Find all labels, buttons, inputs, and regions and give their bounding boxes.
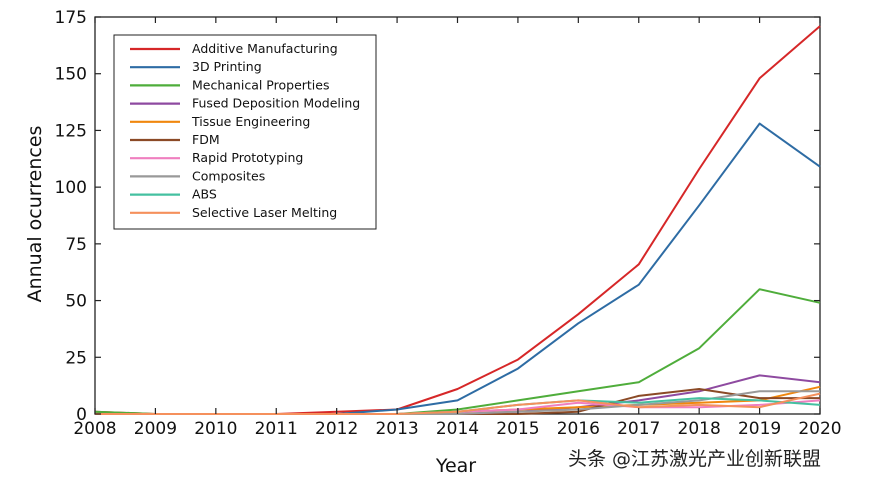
y-tick-label: 25 (65, 348, 87, 368)
y-tick-label: 125 (55, 121, 87, 141)
x-tick-label: 2020 (798, 419, 841, 439)
y-tick-label: 150 (55, 65, 87, 85)
legend-label: FDM (192, 132, 220, 147)
x-axis-title: Year (435, 455, 476, 477)
x-tick-label: 2008 (73, 419, 116, 439)
legend-label: Rapid Prototyping (192, 150, 303, 165)
x-tick-label: 2009 (134, 419, 177, 439)
legend-label: Fused Deposition Modeling (192, 96, 360, 111)
series-line-3 (94, 288, 821, 415)
y-tick-label: 50 (65, 292, 87, 312)
y-tick-label: 0 (76, 405, 87, 425)
legend-label: ABS (192, 187, 217, 202)
legend-label: Mechanical Properties (192, 77, 329, 92)
legend: Additive Manufacturing 3D Printing Mechani… (113, 34, 377, 230)
legend-label: Composites (192, 168, 265, 183)
y-axis-title: Annual ocurrences (24, 126, 46, 303)
y-tick-label: 75 (65, 235, 87, 255)
x-tick-label: 2014 (436, 419, 479, 439)
x-tick-label: 2018 (678, 419, 721, 439)
axes: 2008 2009 2010 2011 2012 2013 2014 2015 2016 2017… (55, 8, 842, 439)
legend-label: Selective Laser Melting (192, 205, 337, 220)
x-tick-label: 2016 (557, 419, 600, 439)
watermark-text: 头条 @江苏激光产业创新联盟 (568, 448, 822, 470)
x-tick-label: 2019 (738, 419, 781, 439)
legend-label: Tissue Engineering (191, 114, 310, 129)
x-tick-label: 2015 (496, 419, 539, 439)
y-tick-label: 100 (55, 178, 87, 198)
legend-label: Additive Manufacturing (192, 41, 338, 56)
x-tick-label: 2012 (315, 419, 358, 439)
x-tick-label: 2011 (255, 419, 298, 439)
x-tick-label: 2010 (194, 419, 237, 439)
legend-label: 3D Printing (192, 59, 262, 74)
x-tick-label: 2013 (375, 419, 418, 439)
x-tick-label: 2017 (617, 419, 660, 439)
y-tick-label: 175 (55, 8, 87, 28)
